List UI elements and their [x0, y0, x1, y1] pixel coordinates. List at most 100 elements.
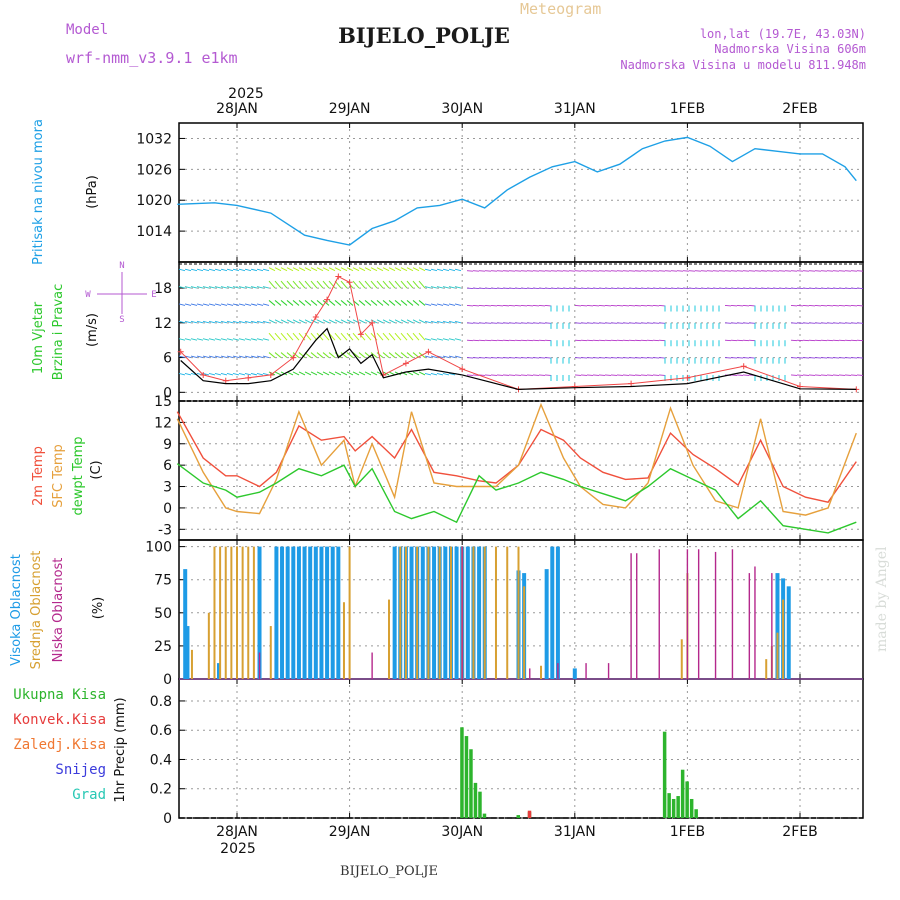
wind-arrow: [418, 319, 426, 324]
wind-arrow: [802, 270, 810, 272]
wind-arrow: [598, 339, 606, 342]
wind-arrow: [790, 357, 798, 359]
wind-gust-mark: [346, 279, 353, 286]
cloud-bar-high: [216, 663, 221, 679]
wind-arrow: [328, 280, 336, 289]
wind-arrow: [634, 357, 642, 359]
wind-arrow: [532, 287, 540, 290]
wind-arrow: [856, 374, 864, 376]
wind-arrow: [742, 270, 750, 272]
wind-arrow: [202, 372, 210, 376]
wind-arrow: [226, 338, 234, 341]
wind-arrow: [838, 270, 846, 272]
wind-arrow: [424, 268, 432, 272]
wind-arrow: [262, 320, 270, 324]
wind-arrow: [628, 339, 636, 342]
wind-arrow: [256, 320, 264, 324]
cloud-label-high: Visoka Oblacnost: [9, 554, 24, 666]
wind-arrow: [340, 371, 348, 376]
cloud-bar-high: [477, 546, 482, 679]
wind-arrow: [298, 267, 306, 272]
wind-arrow: [184, 355, 192, 359]
compass-legend: N S W E: [85, 261, 156, 325]
wind-arrow: [742, 287, 750, 290]
wind-arrow: [532, 304, 540, 307]
wind-arrow: [436, 268, 444, 272]
precip-bar-total: [473, 782, 478, 818]
wind-arrow: [502, 322, 510, 324]
wind-arrow: [592, 322, 600, 324]
wind-arrow: [358, 319, 366, 324]
cloud-bar-low: [771, 573, 773, 679]
wind-arrow: [394, 300, 402, 306]
wind-arrow: [376, 332, 384, 341]
wind-gust-mark: [245, 374, 252, 381]
wind-arrow: [616, 339, 624, 342]
wind-arrow: [658, 339, 666, 342]
wind-label-line2: Brzina i Pravac: [51, 284, 66, 381]
x-tick-label-top: 31JAN: [554, 101, 596, 117]
wind-arrow: [844, 287, 852, 290]
cloud-bar-high: [420, 546, 425, 679]
wind-arrow: [292, 319, 300, 324]
wind-arrow: [478, 357, 486, 359]
y-tick-label: 18: [154, 281, 172, 297]
y-tick-label: 75: [154, 573, 172, 589]
wind-arrow: [508, 270, 516, 272]
wind-arrow: [508, 287, 516, 290]
wind-arrow: [394, 280, 402, 289]
wind-arrow: [538, 304, 546, 307]
wind-arrow: [442, 372, 450, 376]
wind-arrow: [568, 287, 576, 290]
wind-arrow: [574, 339, 582, 342]
wind-arrow: [310, 332, 318, 341]
wind-arrow: [382, 267, 390, 272]
wind-arrow: [298, 280, 306, 289]
wind-arrow: [610, 322, 618, 324]
wind-arrow: [616, 322, 624, 324]
wind-arrow: [286, 352, 294, 358]
wind-arrow: [514, 374, 522, 376]
wind-arrow: [406, 300, 414, 306]
wind-arrow: [418, 371, 426, 376]
y-tick-label: 1026: [136, 162, 172, 178]
wind-arrow: [274, 267, 282, 272]
wind-arrow: [328, 300, 336, 306]
cloud-bar-mid: [765, 659, 768, 679]
wind-arrow: [586, 374, 594, 376]
wind-arrow: [430, 338, 438, 341]
wind-arrow: [190, 268, 198, 272]
wind-arrow: [454, 303, 462, 306]
y-tick-label: 50: [154, 606, 172, 622]
wind-arrow: [484, 304, 492, 307]
wind-arrow: [706, 270, 714, 272]
wind-gust-mark: [200, 371, 207, 378]
cloud-bar-low: [686, 549, 689, 679]
wind-arrow: [220, 320, 228, 324]
wind-arrow: [334, 319, 342, 324]
wind-arrow: [802, 339, 810, 342]
cloud-label-mid: Srednja Oblacnost: [29, 551, 44, 670]
cloud-bar-mid: [219, 546, 222, 679]
wind-arrow: [568, 270, 576, 272]
wind-arrow: [274, 280, 282, 289]
wind-arrow: [736, 304, 744, 307]
year-bottom-label: 2025: [220, 841, 256, 857]
wind-arrow: [844, 270, 852, 272]
cloud-bar-high: [432, 546, 437, 679]
wind-arrow: [436, 372, 444, 376]
wind-arrow: [394, 332, 402, 341]
precip-bar-total: [680, 769, 685, 818]
wind-arrow: [748, 270, 756, 272]
wind-arrow: [250, 372, 258, 376]
wind-arrow: [478, 270, 486, 272]
wind-arrow: [724, 322, 732, 324]
wind-arrow: [748, 287, 756, 290]
wind-arrow: [604, 304, 612, 307]
wind-arrow: [814, 374, 822, 376]
wind-arrow: [256, 303, 264, 306]
pressure-units: (hPa): [85, 175, 100, 209]
y-tick-label: 0: [163, 811, 172, 827]
wind-arrow: [346, 332, 354, 341]
panel-frame-wind: [178, 261, 864, 402]
